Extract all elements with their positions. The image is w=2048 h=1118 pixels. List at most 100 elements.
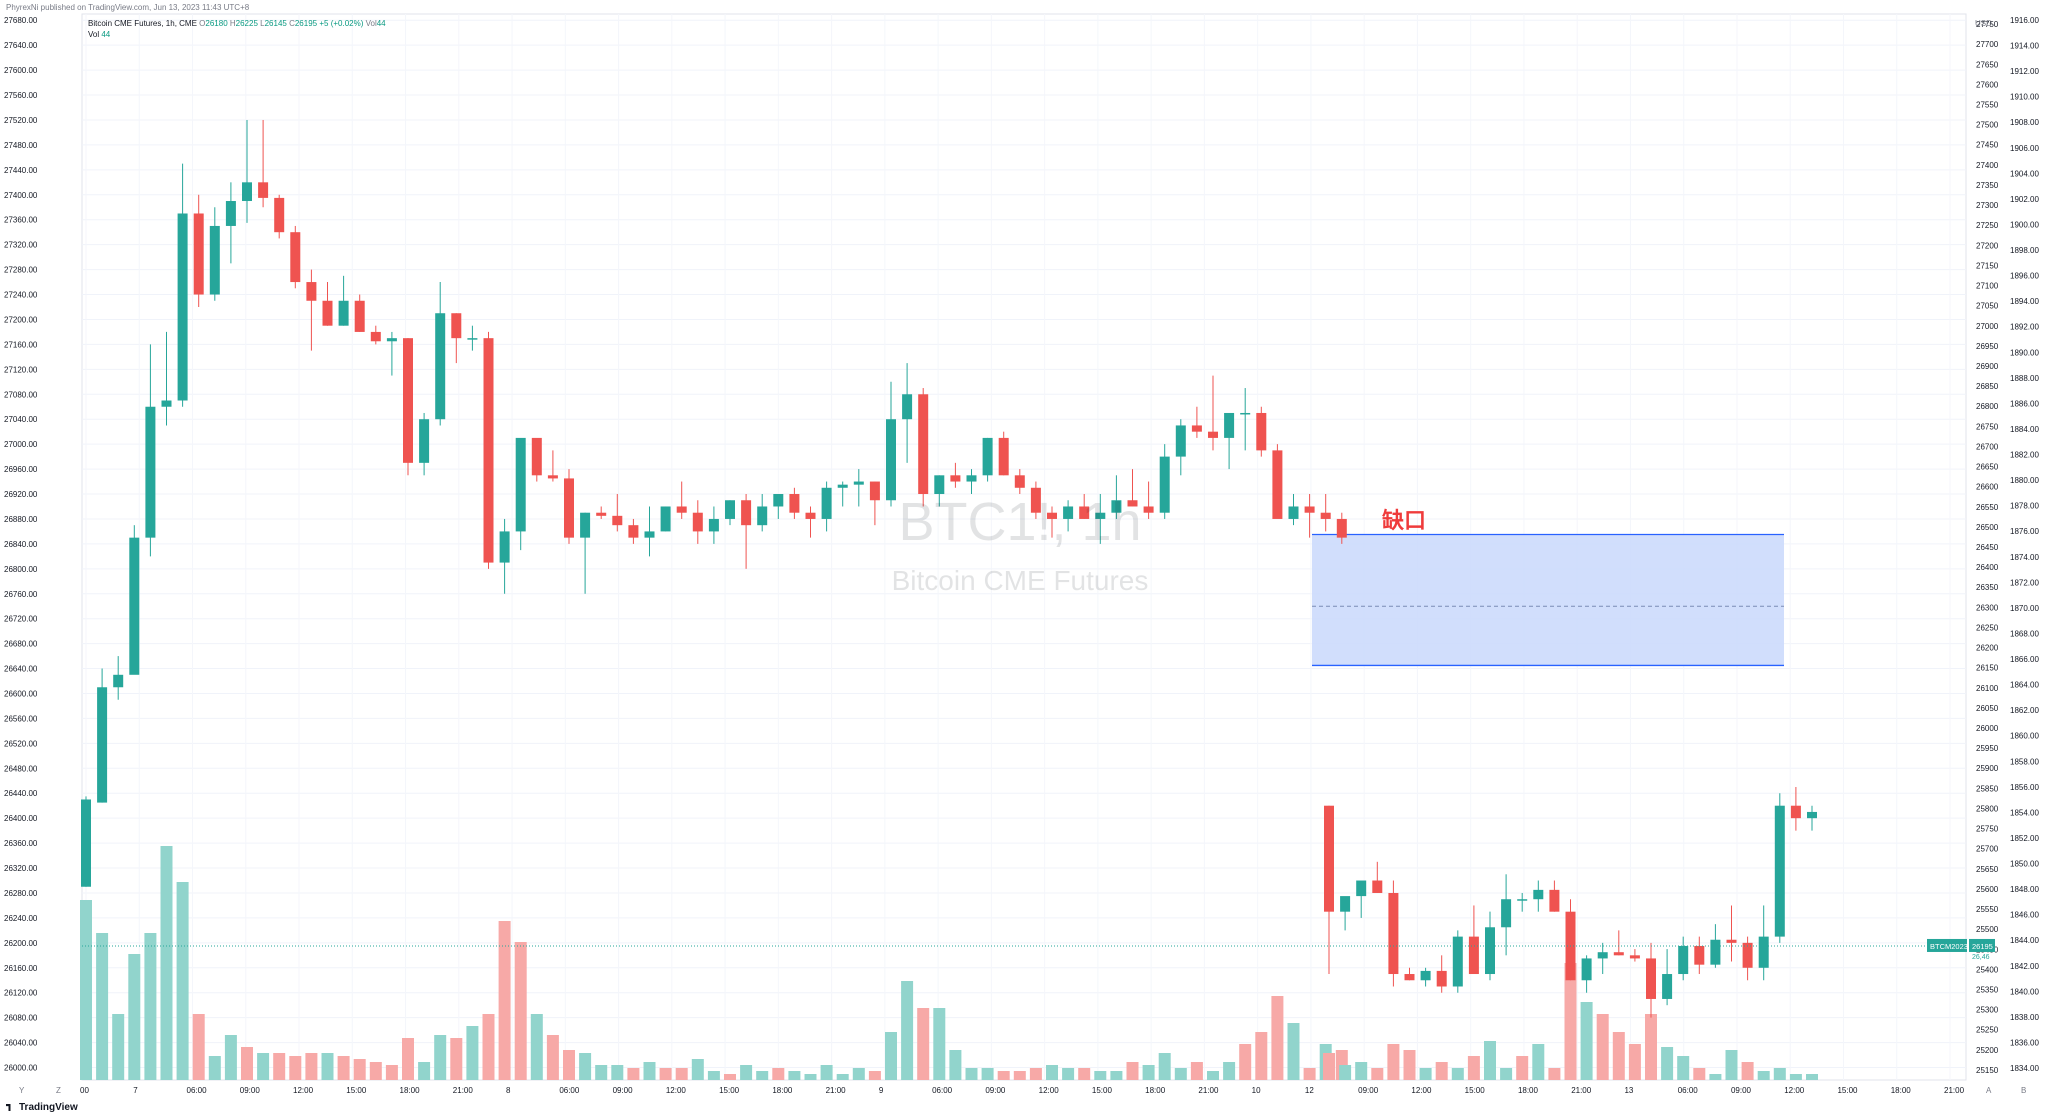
candle-up xyxy=(1807,811,1817,819)
volume-legend-row: Vol 44 xyxy=(88,30,110,39)
right-axis-tick: 25250 xyxy=(1976,1026,1999,1035)
candle-up xyxy=(1533,889,1544,900)
left-axis-tick: 26440.00 xyxy=(4,789,38,798)
gap-annotation-label: 缺口 xyxy=(1382,508,1426,534)
volume-bar xyxy=(659,1068,672,1080)
volume-bar xyxy=(546,1035,559,1080)
volume-bar xyxy=(289,1056,302,1080)
h-label: H xyxy=(229,19,236,28)
left-axis-tick: 26160.00 xyxy=(4,964,38,973)
right-axis-tick: 27650 xyxy=(1976,60,1999,69)
x-axis-tick: 15:00 xyxy=(346,1086,367,1095)
vol-row-label: Vol xyxy=(88,30,100,39)
candle-down xyxy=(1336,518,1347,538)
y-scale-button[interactable]: Y xyxy=(19,1086,25,1095)
right-axis2-tick: 1898.00 xyxy=(2010,246,2039,255)
candle-up xyxy=(1485,927,1495,975)
auto-scale-button[interactable]: A xyxy=(1986,1086,1992,1095)
right-axis2-tick: 1892.00 xyxy=(2010,323,2039,332)
right-axis-tick: 27100 xyxy=(1976,282,1999,291)
right-axis2-tick: 1848.00 xyxy=(2010,885,2039,894)
volume-bar xyxy=(917,1008,930,1080)
right-axis2-tick: 1914.00 xyxy=(2010,42,2039,51)
candle-up xyxy=(725,500,735,519)
candle-up xyxy=(225,201,236,226)
right-axis-tick: 27350 xyxy=(1976,181,1999,190)
right-axis2-tick: 1880.00 xyxy=(2010,476,2039,485)
candle-down xyxy=(596,512,607,516)
symbol-title: Bitcoin CME Futures, 1h, CME xyxy=(88,19,197,28)
left-axis-tick: 27480.00 xyxy=(4,141,38,150)
candle-up xyxy=(1224,412,1235,438)
volume-bar xyxy=(321,1053,334,1080)
volume-bar xyxy=(1532,1044,1545,1080)
volume-bar xyxy=(627,1068,640,1080)
published-by: PhyrexNi published on TradingView.com, J… xyxy=(6,3,250,12)
candle-up xyxy=(435,313,446,420)
volume-bar xyxy=(1789,1074,1802,1080)
right-axis2-tick: 1888.00 xyxy=(2010,374,2039,383)
tradingview-wordmark: TradingView xyxy=(19,1102,78,1113)
volume-bar xyxy=(418,1062,431,1080)
right-axis2-tick: 1886.00 xyxy=(2010,399,2039,408)
left-axis-tick: 26960.00 xyxy=(4,465,38,474)
candle-up xyxy=(209,225,220,295)
left-axis-tick: 27040.00 xyxy=(4,415,38,424)
candle-down xyxy=(1272,450,1283,519)
candle-up xyxy=(1288,506,1299,519)
candle-down xyxy=(1646,958,1656,999)
volume-bar xyxy=(1355,1062,1368,1080)
right-axis-tick: 26250 xyxy=(1976,623,1999,632)
candle-up xyxy=(177,213,188,401)
price-badge-bg xyxy=(1969,938,1995,952)
volume-bar xyxy=(1142,1065,1155,1080)
volume-bar xyxy=(1500,1068,1513,1080)
candle-up xyxy=(97,687,108,803)
candle-down xyxy=(258,182,269,198)
candle-down xyxy=(354,300,365,332)
x-axis-tick: 15:00 xyxy=(1092,1086,1113,1095)
volume-bar xyxy=(1773,1068,1786,1080)
right-axis2-tick: 1908.00 xyxy=(2010,118,2039,127)
volume-bar xyxy=(1094,1071,1107,1080)
volume-bar xyxy=(305,1053,318,1080)
left-axis-tick: 26280.00 xyxy=(4,889,38,898)
right-axis-tick: 26100 xyxy=(1976,684,1999,693)
volume-bar xyxy=(241,1047,253,1080)
candle-down xyxy=(306,282,317,301)
z-scale-button[interactable]: Z xyxy=(56,1086,61,1095)
tradingview-logo[interactable]: TradingView xyxy=(6,1102,78,1113)
volume-bar xyxy=(611,1065,624,1080)
x-axis-tick: 21:00 xyxy=(1571,1086,1592,1095)
candle-up xyxy=(113,674,124,688)
volume-bar xyxy=(1403,1050,1416,1080)
b-scale-button[interactable]: B xyxy=(2021,1086,2027,1095)
candle-down xyxy=(483,338,494,563)
volume-bar xyxy=(1693,1068,1706,1080)
candle-up xyxy=(1420,970,1431,981)
volume-bar xyxy=(1323,1053,1335,1080)
right-axis-tick: 26000 xyxy=(1976,724,1999,733)
volume-bar xyxy=(402,1038,414,1080)
volume-bar xyxy=(1174,1068,1187,1080)
candle-up xyxy=(902,394,913,420)
right-axis2-tick: 1900.00 xyxy=(2010,220,2039,229)
volume-bar xyxy=(80,900,92,1080)
candle-up xyxy=(982,437,993,476)
volume-bar xyxy=(353,1059,366,1080)
candle-down xyxy=(676,506,687,513)
right-axis-tick: 27450 xyxy=(1976,141,1999,150)
x-axis-tick: 9 xyxy=(879,1086,884,1095)
right-axis-tick: 27500 xyxy=(1976,121,1999,130)
volume-bar xyxy=(563,1050,575,1080)
right-axis-tick: 26800 xyxy=(1976,402,1999,411)
candle-down xyxy=(918,394,929,495)
candle-up xyxy=(1662,974,1673,999)
candle-down xyxy=(290,232,301,283)
left-axis-tick: 26400.00 xyxy=(4,814,38,823)
left-axis-tick: 27120.00 xyxy=(4,365,38,374)
left-axis-tick: 26680.00 xyxy=(4,640,38,649)
x-axis-tick: 18:00 xyxy=(1891,1086,1912,1095)
watermark-ticker: BTC1!, 1h xyxy=(898,492,1141,552)
